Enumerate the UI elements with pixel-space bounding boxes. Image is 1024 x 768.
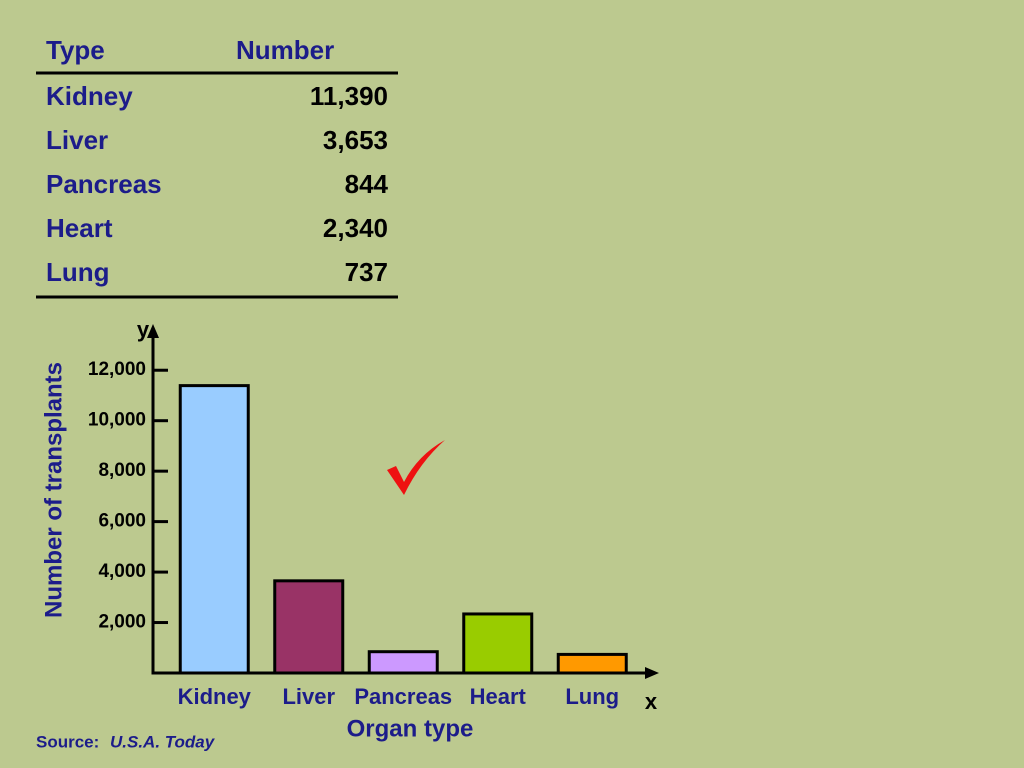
table-cell: 3,653 <box>323 125 388 155</box>
bar <box>462 612 534 675</box>
source-name: U.S.A. Today <box>110 732 216 751</box>
y-tick-label: 4,000 <box>98 561 146 582</box>
y-arrow <box>147 324 159 338</box>
table-cell: Liver <box>46 125 108 155</box>
table-cell: Pancreas <box>46 169 162 199</box>
y-tick-label: 6,000 <box>98 511 146 532</box>
x-tick-label: Heart <box>470 684 527 709</box>
table-cell: Heart <box>46 213 113 243</box>
table-cell: 737 <box>345 257 388 287</box>
check-mark <box>387 440 445 495</box>
bar <box>273 579 345 675</box>
table-header: Type <box>46 35 105 65</box>
y-tick-label: 10,000 <box>88 410 146 431</box>
table-cell: Kidney <box>46 81 133 111</box>
y-tick-label: 12,000 <box>88 359 146 380</box>
x-tick-label: Pancreas <box>354 684 452 709</box>
y-axis-letter: y <box>137 317 150 342</box>
x-tick-label: Liver <box>282 684 335 709</box>
x-axis-letter: x <box>645 689 658 714</box>
table-cell: Lung <box>46 257 110 287</box>
table-cell: 844 <box>345 169 389 199</box>
bar <box>367 650 439 675</box>
x-axis-title: Organ type <box>347 715 474 742</box>
x-tick-label: Kidney <box>178 684 252 709</box>
y-axis-title: Number of transplants <box>40 362 67 618</box>
bar <box>178 384 250 675</box>
table-cell: 2,340 <box>323 213 388 243</box>
y-tick-label: 8,000 <box>98 460 146 481</box>
x-tick-label: Lung <box>565 684 619 709</box>
table-cell: 11,390 <box>310 81 388 111</box>
source-prefix: Source: <box>36 732 99 751</box>
table-header: Number <box>236 35 334 65</box>
x-arrow <box>645 667 659 679</box>
bar <box>556 652 628 675</box>
y-tick-label: 2,000 <box>98 612 146 633</box>
